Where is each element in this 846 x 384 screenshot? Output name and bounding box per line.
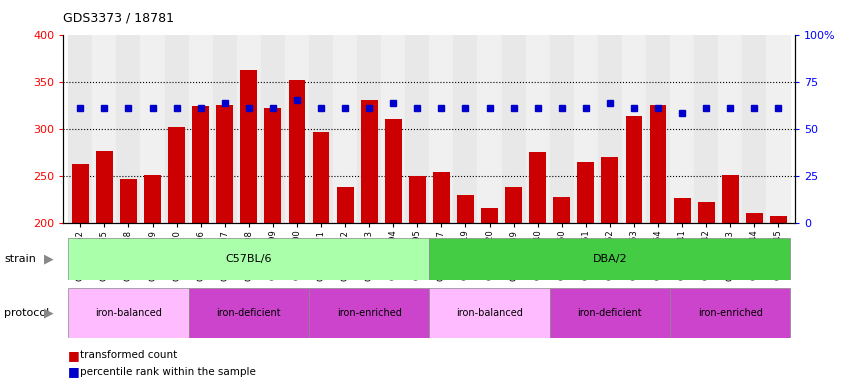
Text: strain: strain xyxy=(4,254,36,264)
Bar xyxy=(357,35,382,223)
Text: ▶: ▶ xyxy=(44,306,53,319)
Bar xyxy=(189,35,212,223)
Bar xyxy=(505,187,522,223)
Bar xyxy=(670,288,790,338)
Text: DBA/2: DBA/2 xyxy=(592,254,627,264)
Bar xyxy=(650,105,667,223)
Bar xyxy=(550,288,670,338)
Bar xyxy=(766,35,790,223)
Bar xyxy=(117,35,140,223)
Bar xyxy=(550,35,574,223)
Bar xyxy=(69,35,92,223)
Bar xyxy=(189,288,309,338)
Bar xyxy=(309,35,333,223)
Bar xyxy=(602,157,618,223)
Text: ▶: ▶ xyxy=(44,253,53,266)
Bar xyxy=(577,162,594,223)
Bar xyxy=(237,35,261,223)
Bar xyxy=(625,116,642,223)
Bar xyxy=(405,35,429,223)
Text: transformed count: transformed count xyxy=(80,350,178,360)
Bar xyxy=(168,127,185,223)
Text: iron-balanced: iron-balanced xyxy=(456,308,523,318)
Bar xyxy=(69,238,429,280)
Bar xyxy=(525,35,550,223)
Text: iron-enriched: iron-enriched xyxy=(698,308,763,318)
Bar xyxy=(333,35,357,223)
Bar xyxy=(429,288,550,338)
Bar xyxy=(502,35,525,223)
Bar xyxy=(429,238,790,280)
Bar xyxy=(457,195,474,223)
Bar xyxy=(288,80,305,223)
Bar xyxy=(433,172,450,223)
Bar xyxy=(312,132,329,223)
Bar xyxy=(144,175,161,223)
Text: C57BL/6: C57BL/6 xyxy=(226,254,272,264)
Text: GDS3373 / 18781: GDS3373 / 18781 xyxy=(63,12,174,25)
Text: ■: ■ xyxy=(68,349,80,362)
Bar xyxy=(553,197,570,223)
Bar xyxy=(746,214,763,223)
Bar xyxy=(481,208,498,223)
Text: ■: ■ xyxy=(68,365,80,378)
Bar xyxy=(453,35,477,223)
Bar xyxy=(192,106,209,223)
Bar xyxy=(598,35,622,223)
Bar xyxy=(382,35,405,223)
Bar xyxy=(120,179,137,223)
Bar xyxy=(261,35,285,223)
Text: iron-deficient: iron-deficient xyxy=(217,308,281,318)
Bar xyxy=(309,288,429,338)
Bar xyxy=(622,35,646,223)
Bar xyxy=(337,187,354,223)
Bar xyxy=(770,216,787,223)
Bar xyxy=(673,198,690,223)
Bar xyxy=(698,202,715,223)
Bar xyxy=(409,176,426,223)
Text: protocol: protocol xyxy=(4,308,49,318)
Bar xyxy=(240,70,257,223)
Bar xyxy=(285,35,309,223)
Bar xyxy=(429,35,453,223)
Bar xyxy=(670,35,694,223)
Text: percentile rank within the sample: percentile rank within the sample xyxy=(80,367,256,377)
Bar xyxy=(530,152,547,223)
Bar xyxy=(96,151,113,223)
Text: iron-balanced: iron-balanced xyxy=(95,308,162,318)
Bar xyxy=(694,35,718,223)
Bar xyxy=(722,175,739,223)
Text: iron-enriched: iron-enriched xyxy=(337,308,402,318)
Bar xyxy=(69,288,189,338)
Bar xyxy=(385,119,402,223)
Bar xyxy=(265,108,282,223)
Text: iron-deficient: iron-deficient xyxy=(578,308,642,318)
Bar xyxy=(360,101,377,223)
Bar xyxy=(718,35,742,223)
Bar xyxy=(646,35,670,223)
Bar xyxy=(477,35,502,223)
Bar xyxy=(574,35,598,223)
Bar xyxy=(165,35,189,223)
Bar xyxy=(212,35,237,223)
Bar xyxy=(140,35,165,223)
Bar xyxy=(217,105,233,223)
Bar xyxy=(742,35,766,223)
Bar xyxy=(92,35,117,223)
Bar xyxy=(72,164,89,223)
